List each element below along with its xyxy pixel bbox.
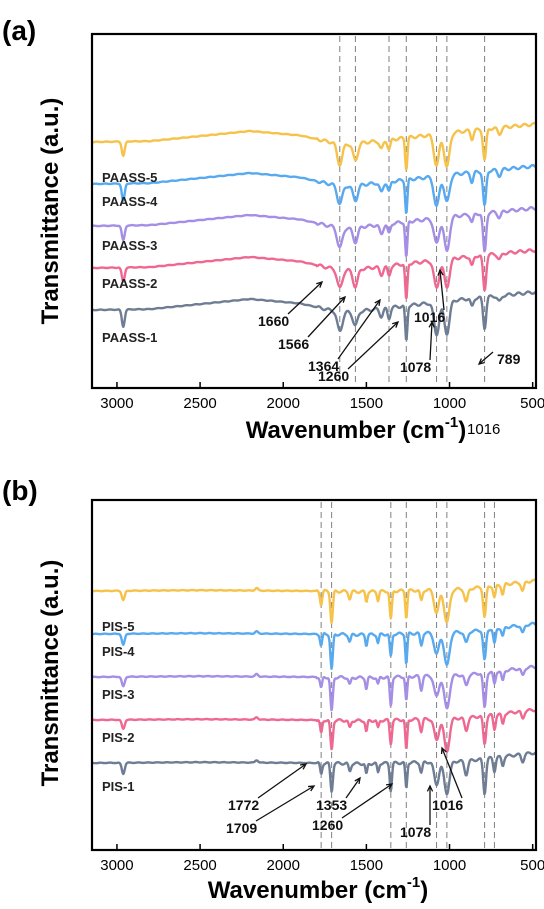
peak-arrow-1260 [341,783,393,819]
x-tick-label-2500: 2500 [183,857,216,874]
panel-a-x-axis-title: Wavenumber (cm-1) [246,414,467,444]
x-tick-label-500: 500 [520,395,544,412]
peak-label-1364: 1364 [308,358,339,374]
x-tick-label-500: 500 [520,857,544,874]
peak-arrow-1016 [441,747,463,799]
peak-arrowhead-789 [477,358,485,365]
peak-arrowhead-1772 [299,763,308,770]
panel-b-reference-lines [320,502,495,848]
series-line-paass-5 [91,121,537,171]
series-line-pis-2 [91,708,537,753]
peak-arrowhead-1016 [437,268,444,276]
peak-arrow-1566 [307,296,346,338]
panel-a-label: (a) [2,15,36,46]
series-line-paass-3 [91,206,537,257]
peak-label-1260: 1260 [312,817,343,833]
panel-b-label: (b) [2,475,38,506]
peak-arrowhead-1260 [385,783,394,790]
peak-arrow-1353 [345,777,361,799]
peak-label-789: 789 [497,351,521,367]
panel-a-traces [91,121,537,341]
peak-arrow-1016 [439,269,445,311]
panel-a-reference-lines [339,36,486,386]
peak-label-1078: 1078 [400,824,431,840]
peak-arrowhead-1260 [392,320,400,328]
peak-label-1016: 1016 [432,797,463,813]
panel-b-x-axis-title-main: Wavenumber (cm [208,877,407,904]
panel-b-x-axis-title-sup: -1 [407,874,420,891]
peak-label-1772: 1772 [228,797,259,813]
series-label-paass-1: PAASS-1 [102,330,157,345]
panel-a-series-labels: PAASS-1 PAASS-2 PAASS-3 PAASS-4 PAASS-5 [102,170,158,345]
series-label-pis-2: PIS-2 [102,730,135,745]
panel-b-series-labels: PIS-1 PIS-2 PIS-3 PIS-4 PIS-5 [102,619,135,794]
peak-arrow-1078 [429,321,433,361]
x-tick-label-1000: 1000 [433,395,466,412]
peak-label-1566: 1566 [278,336,309,352]
series-line-pis-5 [91,578,537,625]
panel-b-y-axis-title: Transmittance (a.u.) [37,560,64,787]
peak-label-1016: 1016 [414,309,445,325]
series-label-pis-1: PIS-1 [102,779,135,794]
panel-a-plot-frame [90,32,538,390]
x-tick-label-1500: 1500 [350,857,383,874]
panel-b-x-ticks: 3000 2500 2000 1500 1000 500 [100,844,544,874]
peak-label-1660: 1660 [258,313,289,329]
peak-arrow-1364 [337,299,381,360]
series-label-paass-4: PAASS-4 [102,194,158,209]
peak-label-1260: 1260 [318,368,349,384]
panel-b-plot-frame [90,498,538,852]
panel-a-x-axis-title-tail: ) [458,417,466,444]
panel-b-x-axis-title-tail: ) [420,877,428,904]
peak-arrowhead-1660 [316,280,324,288]
series-label-paass-3: PAASS-3 [102,238,157,253]
panel-a-y-axis-title: Transmittance (a.u.) [37,98,64,325]
peak-arrowhead-1078 [428,320,435,328]
series-line-paass-4 [91,163,537,214]
panel-a-x-axis-title-main: Wavenumber (cm [246,417,445,444]
x-tick-label-1500: 1500 [350,395,383,412]
x-tick-label-3000: 3000 [100,857,133,874]
x-tick-label-2000: 2000 [267,395,300,412]
peak-arrowhead-1016 [440,746,447,755]
series-label-pis-5: PIS-5 [102,619,135,634]
peak-arrowhead-1078 [426,784,434,792]
series-label-paass-5: PAASS-5 [102,170,157,185]
peak-arrowhead-1709 [307,785,316,792]
series-line-pis-1 [91,751,537,796]
peak-arrow-1660 [287,281,323,315]
panel-b: (b) PIS-1 PIS-2 PIS-3 PIS-4 PIS-5 1772 1709 13… [2,475,544,904]
peak-label-1078: 1078 [400,359,431,375]
peak-arrow-1709 [255,785,315,822]
series-label-pis-4: PIS-4 [102,644,135,659]
peak-arrow-1772 [257,763,307,799]
panel-a-x-axis-title-sup: -1 [445,414,458,431]
x-tick-label-3000: 3000 [100,395,133,412]
panel-b-traces [91,578,537,796]
panel-b-x-axis-title: Wavenumber (cm-1) [208,874,429,904]
x-tick-label-2500: 2500 [183,395,216,412]
peak-label-1353: 1353 [316,797,347,813]
peak-arrowhead-1566 [339,295,347,303]
peak-label-1709: 1709 [226,820,257,836]
series-line-pis-3 [91,664,537,712]
series-label-pis-3: PIS-3 [102,687,135,702]
panel-a: (a) PAASS-1PAASS-2PAASS-3PAASS-4PAASS-5 … [2,15,544,444]
peak-arrowhead-1364 [374,298,381,307]
peak-arrow-1260 [347,321,399,370]
panel-a-x-ticks: 3000 2500 2000 1500 1000 500 [100,382,544,412]
peak-arrow-789 [478,351,494,365]
series-line-paass-1 [91,290,537,341]
series-label-paass-2: PAASS-2 [102,276,157,291]
series-line-pis-4 [91,621,537,670]
x-tick-label-1000: 1000 [433,857,466,874]
series-line-paass-2 [91,248,537,299]
x-tick-label-2000: 2000 [267,857,300,874]
panel-a-extra-label: 1016 [467,421,500,438]
peak-arrowhead-1353 [354,776,361,785]
